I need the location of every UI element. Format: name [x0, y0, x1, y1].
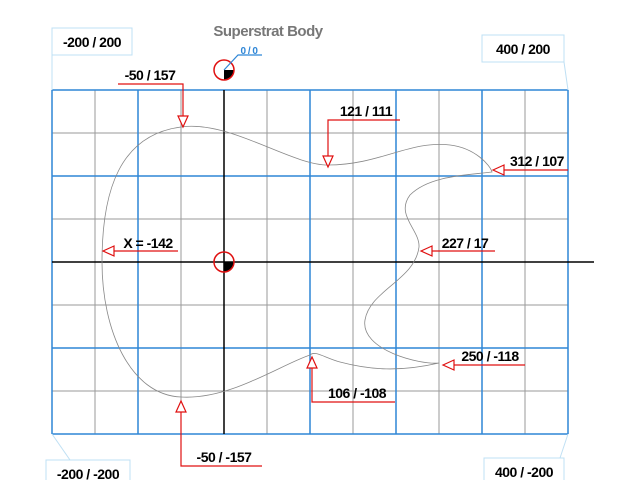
annotation: -50 / 157	[125, 67, 176, 83]
annotation: 227 / 17	[442, 235, 489, 251]
annotation: 106 / -108	[328, 385, 387, 401]
center-marker	[213, 251, 235, 273]
corner-labels: -200 / 200 400 / 200 -200 / -200 400 / -…	[45, 27, 569, 480]
annotation: X = -142	[123, 235, 173, 251]
origin-marker: 0 / 0	[213, 46, 262, 81]
annotations: -50 / 157 121 / 111 312 / 107 X = -142 2…	[101, 67, 568, 467]
annotation: 121 / 111	[340, 103, 393, 119]
origin-label: 0 / 0	[241, 46, 259, 57]
corner-label: 400 / 200	[496, 41, 551, 57]
annotation: -50 / -157	[197, 449, 253, 465]
annotation: 250 / -118	[461, 348, 519, 364]
corner-label: 400 / -200	[495, 464, 554, 480]
title: Superstrat Body	[213, 23, 323, 40]
corner-label: -200 / 200	[63, 34, 122, 50]
corner-label: -200 / -200	[57, 466, 120, 480]
annotation: 312 / 107	[510, 153, 565, 169]
